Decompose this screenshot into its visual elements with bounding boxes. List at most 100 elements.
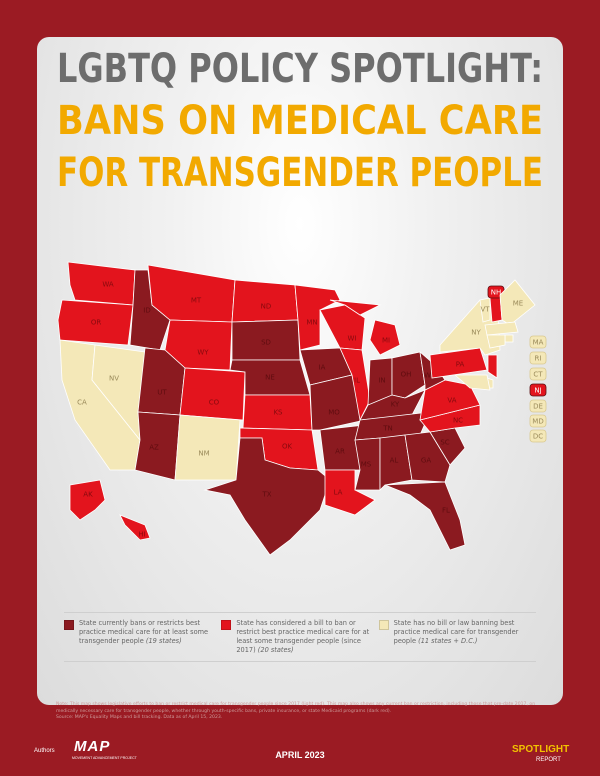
state <box>324 469 376 516</box>
state <box>479 297 491 323</box>
state-label: AR <box>335 448 345 456</box>
state <box>174 414 241 481</box>
state-label: GA <box>421 457 431 465</box>
title: LGBTQ POLICY SPOTLIGHT: <box>57 46 543 92</box>
state <box>179 367 246 421</box>
state-label: SC <box>440 439 449 447</box>
state-callout <box>529 335 547 349</box>
state-label: OH <box>401 371 412 379</box>
state-label: NV <box>109 375 119 383</box>
state-label: VA <box>447 397 456 405</box>
state <box>487 354 498 379</box>
state-label: FL <box>442 507 450 515</box>
state-label: MS <box>361 461 372 469</box>
state <box>404 431 451 483</box>
state-callout <box>529 414 547 428</box>
state-label: AK <box>83 491 93 499</box>
logo: MAP <box>74 738 111 755</box>
state-label: MA <box>533 339 544 347</box>
state-label: NJ <box>534 387 541 395</box>
state <box>379 434 413 491</box>
brand: SPOTLIGHT <box>512 744 570 755</box>
state <box>499 279 536 326</box>
state-label: DE <box>533 403 543 411</box>
state-label: CA <box>77 399 87 407</box>
legend-label: State currently bans or restricts best p… <box>79 619 209 645</box>
state <box>329 299 401 356</box>
state-label: ND <box>261 303 272 311</box>
state-label: HI <box>138 531 145 539</box>
state <box>69 479 106 521</box>
logo-sub: MOVEMENT ADVANCEMENT PROJECT <box>72 756 137 760</box>
legend-label: State has no bill or law banning best pr… <box>393 619 519 645</box>
state-label: AL <box>390 457 399 465</box>
state-label: MD <box>532 418 543 426</box>
state-label: CT <box>533 371 543 379</box>
state-label: CO <box>209 399 220 407</box>
legend-count: (19 states) <box>145 637 182 645</box>
legend-item: State currently bans or restricts best p… <box>64 619 221 661</box>
state-label: DC <box>533 433 543 441</box>
legend-swatch <box>64 620 74 630</box>
state <box>57 299 134 346</box>
legend-swatch <box>221 620 232 630</box>
state <box>384 481 466 551</box>
state-label: AZ <box>149 444 159 452</box>
state <box>134 411 181 481</box>
state-label: KS <box>273 409 283 417</box>
legend-swatch <box>378 620 389 630</box>
state-label: NC <box>453 417 463 425</box>
state-label: WI <box>348 335 357 343</box>
state-label: MN <box>306 319 317 327</box>
legend-text: State has considered a bill to ban or re… <box>236 619 372 661</box>
brand-sub: REPORT <box>536 757 561 763</box>
state-callout <box>529 429 547 443</box>
legend-label: State has considered a bill to ban or re… <box>236 619 370 654</box>
state-label: NM <box>198 450 209 458</box>
state-label: NY <box>471 329 481 337</box>
legend-count: (20 states) <box>257 646 294 654</box>
state-label: TX <box>261 491 271 499</box>
subtitle: FOR TRANSGENDER PEOPLE <box>57 150 543 196</box>
state <box>319 304 366 351</box>
state-label: NE <box>265 374 275 382</box>
state-callout <box>529 383 547 397</box>
state-label: WV <box>424 372 436 380</box>
state <box>129 269 171 351</box>
state <box>486 334 506 349</box>
legend-count: (11 states + D.C.) <box>418 637 478 645</box>
state-label: UT <box>157 389 167 397</box>
note: Note: This map shows legislative efforts… <box>56 702 546 722</box>
state <box>484 321 519 336</box>
legend-item: State has considered a bill to ban or re… <box>221 619 378 661</box>
state-label: TN <box>382 425 393 433</box>
states: WA OR CA NV ID MT WY UT AZ CO NM ND SD NE KS OK TX MN IA MO… <box>57 261 547 556</box>
state <box>203 437 331 556</box>
state-callout <box>529 351 547 365</box>
state <box>504 334 514 343</box>
state <box>231 279 299 323</box>
state-label: KY <box>391 401 400 409</box>
state-label: IN <box>378 377 385 385</box>
state <box>453 374 491 391</box>
subtitle: BANS ON MEDICAL CARE <box>57 98 543 144</box>
state-label: WA <box>102 281 114 289</box>
date: APRIL 2023 <box>275 750 325 760</box>
state <box>294 284 341 351</box>
state-label: OK <box>282 443 293 451</box>
legend-item: State has no bill or law banning best pr… <box>378 619 536 661</box>
state-label: MI <box>382 337 390 345</box>
state-callout <box>529 399 547 413</box>
state <box>354 437 381 491</box>
legend-text: State currently bans or restricts best p… <box>79 619 215 661</box>
state-label: NH <box>491 289 502 297</box>
state-label: VT <box>480 306 490 314</box>
legend: State currently bans or restricts best p… <box>64 612 536 662</box>
state-label: ME <box>513 300 523 308</box>
state-label: MO <box>328 409 340 417</box>
authors-label: Authors <box>34 748 55 754</box>
state-label: LA <box>334 489 343 497</box>
state-callout <box>529 367 547 381</box>
